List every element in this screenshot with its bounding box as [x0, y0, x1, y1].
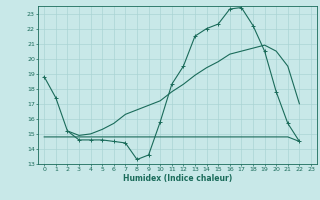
X-axis label: Humidex (Indice chaleur): Humidex (Indice chaleur): [123, 174, 232, 183]
